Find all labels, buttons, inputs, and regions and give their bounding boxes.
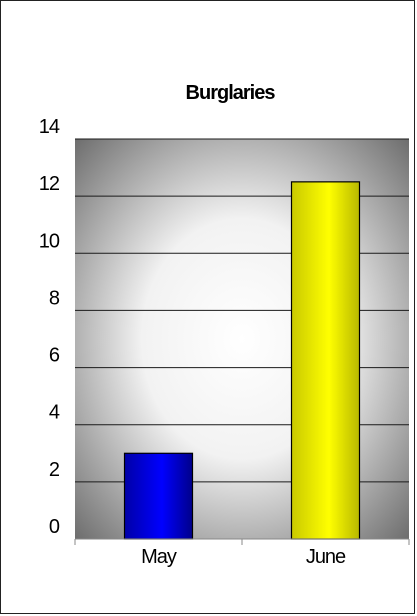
y-tick-label: 0 [49, 516, 60, 538]
y-tick-label: 6 [49, 345, 60, 367]
y-tick-label: 10 [39, 230, 60, 252]
y-axis-ticks: 0 2 4 6 8 10 12 14 [39, 116, 61, 538]
y-tick-label: 2 [49, 459, 60, 481]
y-tick-label: 8 [49, 287, 60, 309]
bar-june [290, 181, 361, 540]
bar-may [123, 452, 194, 540]
y-tick-label: 14 [39, 116, 60, 138]
chart-title: Burglaries [186, 82, 276, 104]
x-axis-ticks: May June [141, 546, 347, 568]
x-tick-label: June [306, 546, 346, 568]
y-tick-label: 12 [39, 173, 60, 195]
y-tick-label: 4 [49, 402, 60, 424]
x-tick-label: May [141, 546, 177, 568]
axes [74, 538, 410, 545]
bars [123, 181, 361, 540]
